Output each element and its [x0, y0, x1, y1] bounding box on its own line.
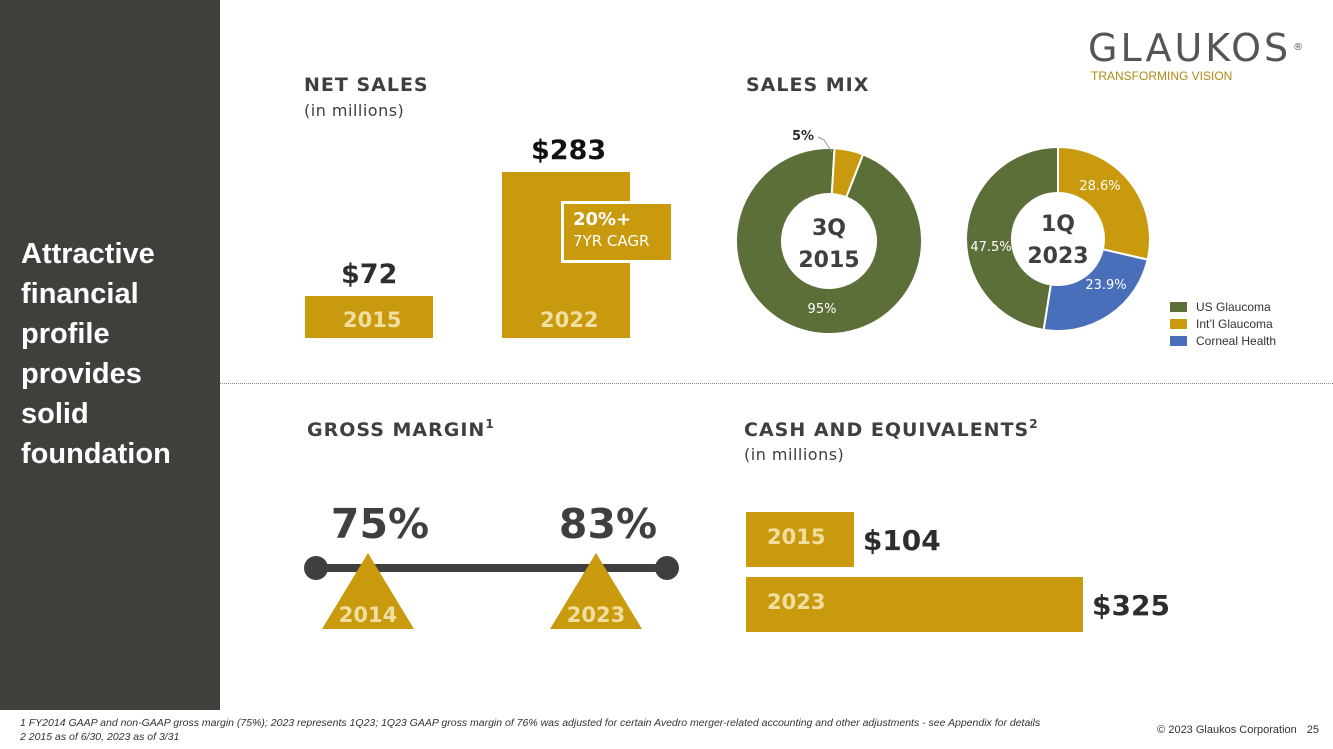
- donut-1q2023-hole: [1012, 193, 1104, 285]
- donut-1q2023-slice-label: 47.5%: [970, 240, 1011, 255]
- net-sales-subheading: (in millions): [304, 101, 405, 120]
- footnotes: 1 FY2014 GAAP and non-GAAP gross margin …: [20, 716, 1040, 744]
- slide-title-line: profile: [21, 318, 110, 350]
- sales-mix-legend: US Glaucoma Int’l Glaucoma Corneal Healt…: [1170, 298, 1276, 349]
- cash-value-2015: $104: [862, 524, 941, 557]
- legend-label: Int’l Glaucoma: [1196, 316, 1273, 331]
- gross-margin-chart: 2014 75% 2023 83%: [304, 500, 679, 629]
- cagr-callout: 20%+ 7YR CAGR: [561, 201, 674, 263]
- cagr-label: 7YR CAGR: [573, 232, 650, 250]
- cash-year-2023: 2023: [767, 590, 826, 614]
- donut-3q2015-leader-line: [817, 136, 833, 153]
- cash-bar-2015: [746, 512, 854, 567]
- sales-mix-heading: SALES MIX: [746, 74, 870, 96]
- donut-1q2023-slice: [965, 145, 1059, 332]
- donut-1q2023-slice-label: 28.6%: [1079, 179, 1120, 194]
- gross-margin-value-label: 75%: [331, 500, 429, 548]
- donut-1q2023-slice-label: 23.9%: [1085, 278, 1126, 293]
- net-sales-year-2022: 2022: [540, 308, 599, 332]
- slide-title-line: Attractive: [21, 238, 155, 270]
- donut-3q2015-slice: [830, 147, 865, 199]
- cash-bar-2023: [746, 577, 1083, 632]
- cash-heading: CASH AND EQUIVALENTS2: [744, 417, 1038, 441]
- legend-item: Int’l Glaucoma: [1170, 315, 1276, 332]
- slide-title-line: solid: [21, 398, 89, 430]
- net-sales-bar-2015: [305, 296, 433, 338]
- donut-3q2015-slice: [735, 147, 923, 335]
- donut-1q2023-center-label: 2023: [1027, 244, 1088, 269]
- gross-margin-fulcrum-2023: [550, 553, 642, 629]
- gross-margin-heading: GROSS MARGIN1: [307, 417, 494, 441]
- gross-margin-beam-end: [304, 556, 328, 580]
- sidebar-panel: Attractive financial profile provides so…: [0, 0, 220, 710]
- legend-swatch-us-glaucoma: [1170, 301, 1187, 312]
- donut-3q2015-slice-label: 5%: [792, 129, 814, 144]
- donut-1q2023-slice: [1042, 248, 1149, 332]
- footnote-1: 1 FY2014 GAAP and non-GAAP gross margin …: [20, 717, 1041, 729]
- footnote-2: 2 2015 as of 6/30, 2023 as of 3/31: [20, 731, 180, 743]
- section-divider: [220, 383, 1333, 384]
- registered-mark: ®: [1293, 42, 1307, 53]
- logo-wordmark: GLAUKOS ®: [1088, 28, 1306, 68]
- gross-margin-year-label: 2023: [567, 603, 625, 627]
- logo-tagline: TRANSFORMING VISION: [1091, 69, 1233, 83]
- donut-3q2015-slice-label: 95%: [808, 302, 837, 317]
- copyright: © 2023 Glaukos Corporation 25: [1157, 724, 1319, 736]
- net-sales-heading: NET SALES: [304, 74, 429, 96]
- donut-1q2023-center-label: 1Q: [1041, 212, 1075, 237]
- legend-item: US Glaucoma: [1170, 298, 1276, 315]
- donut-3q2015-center-label: 3Q: [812, 216, 846, 241]
- slide-title-line: provides: [21, 358, 142, 390]
- net-sales-value-2022: $283: [531, 135, 607, 166]
- page-number: 25: [1306, 724, 1319, 736]
- gross-margin-beam-end: [655, 556, 679, 580]
- net-sales-year-2015: 2015: [343, 308, 402, 332]
- logo-text: GLAUKOS: [1088, 26, 1292, 70]
- gross-margin-year-label: 2014: [339, 603, 397, 627]
- donut-chart-3q2015: 95% 5% 3Q 2015: [735, 129, 923, 335]
- footnote-ref: 2: [1029, 417, 1038, 431]
- cash-year-2015: 2015: [767, 525, 826, 549]
- slide-title-line: foundation: [21, 438, 171, 470]
- company-logo: GLAUKOS ® TRANSFORMING VISION: [1088, 28, 1306, 83]
- slide-title: Attractive financial profile provides so…: [21, 234, 211, 474]
- legend-label: US Glaucoma: [1196, 299, 1271, 314]
- cagr-value: 20%+: [573, 209, 632, 230]
- legend-swatch-intl-glaucoma: [1170, 318, 1187, 329]
- legend-item: Corneal Health: [1170, 332, 1276, 349]
- donut-3q2015-hole: [782, 194, 876, 288]
- legend-swatch-corneal-health: [1170, 335, 1187, 346]
- donut-chart-1q2023: 28.6% 23.9% 47.5% 1Q 2023: [965, 145, 1151, 332]
- copyright-text: © 2023 Glaukos Corporation: [1157, 724, 1297, 736]
- gross-margin-heading-text: GROSS MARGIN: [307, 419, 486, 441]
- cash-value-2023: $325: [1092, 589, 1170, 622]
- footnote-ref: 1: [485, 417, 494, 431]
- cash-heading-text: CASH AND EQUIVALENTS: [744, 419, 1030, 441]
- gross-margin-value-label: 83%: [559, 500, 657, 548]
- donut-1q2023-slice: [1057, 145, 1151, 261]
- cash-subheading: (in millions): [744, 445, 845, 464]
- legend-label: Corneal Health: [1196, 333, 1277, 348]
- gross-margin-fulcrum-2014: [322, 553, 414, 629]
- donut-3q2015-center-label: 2015: [798, 248, 859, 273]
- slide-title-line: financial: [21, 278, 139, 310]
- net-sales-value-2015: $72: [341, 259, 398, 290]
